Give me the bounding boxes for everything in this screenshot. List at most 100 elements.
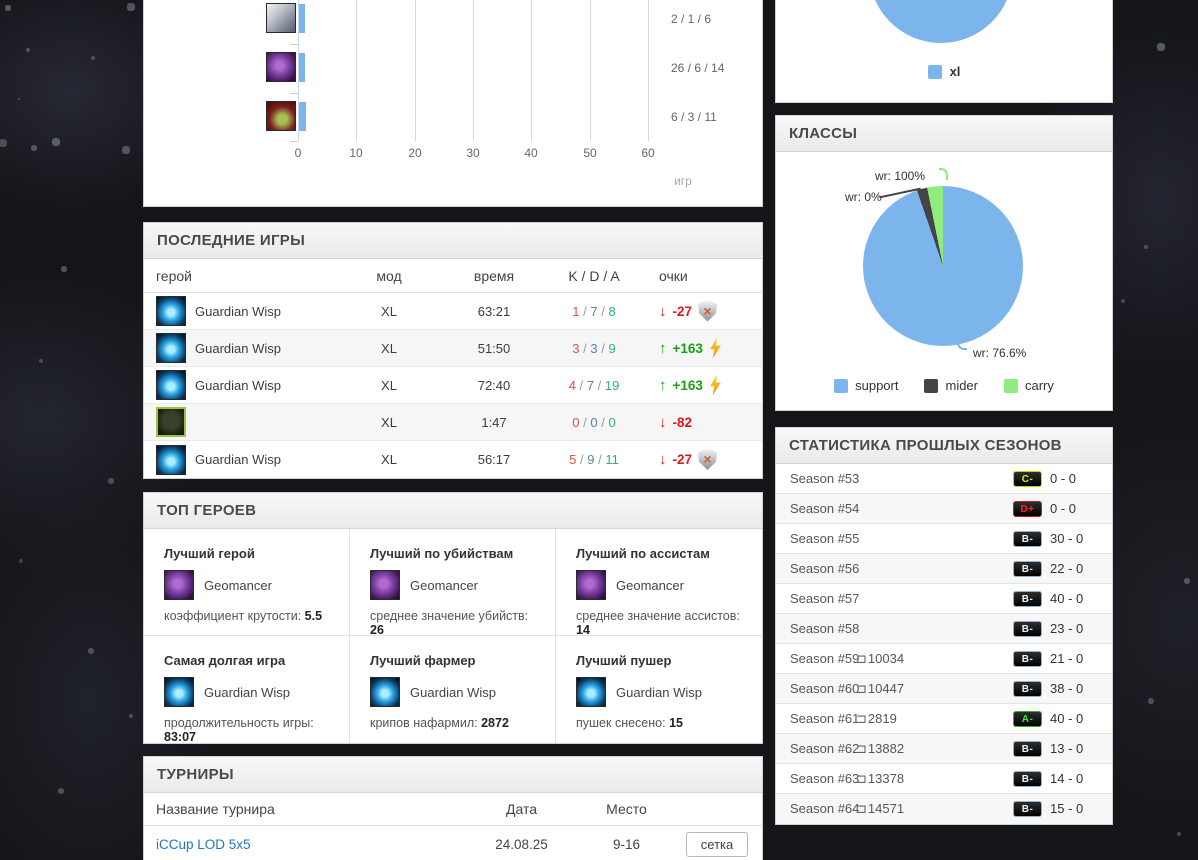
cell-stat: крипов нафармил: 2872 <box>370 716 509 730</box>
top-heroes-grid: Лучший герой Geomancer коэффициент круто… <box>144 529 762 744</box>
recent-games-header-row: герой мод время K / D / A очки <box>144 259 762 293</box>
game-time: 72:40 <box>477 377 511 393</box>
season-points: ⊐10034 <box>856 651 905 667</box>
gridline <box>356 0 357 141</box>
game-mod: XL <box>381 340 397 356</box>
hero-name: Guardian Wisp <box>195 452 281 467</box>
game-kda: 5 / 9 / 11 <box>569 452 619 467</box>
points-delta: -27 <box>672 452 693 467</box>
recent-games-title: ПОСЛЕДНИЕ ИГРЫ <box>144 223 762 259</box>
season-score: 40 - 0 <box>1050 591 1084 606</box>
classes-panel: КЛАССЫ wr: 100% wr: 0% wr: 76.6% support… <box>775 115 1113 411</box>
hero-icon-unknown <box>156 407 186 437</box>
points-glyph-icon: ⊐ <box>856 742 867 757</box>
season-label: Season #60 <box>790 681 860 696</box>
hero-icon-guardian-wisp <box>370 677 400 707</box>
season-points: ⊐13882 <box>856 741 905 757</box>
game-kda: 4 / 7 / 19 <box>568 377 620 393</box>
hero-name: Guardian Wisp <box>204 684 290 700</box>
cell-title: Лучший по убийствам <box>370 546 514 561</box>
classes-title: КЛАССЫ <box>776 116 1112 152</box>
game-time: 63:21 <box>477 303 511 319</box>
season-score: 30 - 0 <box>1050 531 1084 546</box>
hero-icon-guardian-wisp <box>156 444 186 475</box>
season-row: Season #62 ⊐13882 B- 13 - 0 <box>776 734 1112 764</box>
rank-badge: B- <box>1013 651 1042 667</box>
gridline <box>648 0 649 141</box>
points-delta: -27 <box>672 303 693 319</box>
rank-badge: B- <box>1013 621 1042 637</box>
season-score: 38 - 0 <box>1050 681 1084 696</box>
gridline <box>473 0 474 141</box>
col-kda: K / D / A <box>568 267 620 284</box>
season-score: 22 - 0 <box>1050 561 1084 576</box>
left-column: Priestess of the Moon 2 / 1 / 6 Geomance… <box>143 0 763 860</box>
hero-icon-guardian-wisp <box>156 296 186 326</box>
game-kda: 3 / 3 / 9 <box>572 340 616 356</box>
tournaments-panel: ТУРНИРЫ Название турнира Дата Место iCCu… <box>143 756 763 860</box>
category-tick <box>290 44 298 45</box>
season-points: ⊐2819 <box>856 711 897 727</box>
best-pusher-cell: Лучший пушер Guardian Wisp пушек снесено… <box>556 636 762 743</box>
x-tick: 20 <box>408 146 422 160</box>
game-time: 1:47 <box>481 414 507 430</box>
points-glyph-icon: ⊐ <box>856 772 867 787</box>
mode-legend: xl <box>776 64 1112 79</box>
legend-swatch-xl <box>927 64 942 79</box>
points-delta: -82 <box>672 414 693 430</box>
game-mod: XL <box>381 452 397 467</box>
points-glyph-icon: ⊐ <box>856 802 867 817</box>
game-row: Guardian Wisp XL 56:17 5 / 9 / 11 ↓ -27 × <box>144 441 762 478</box>
season-score: 0 - 0 <box>1050 501 1077 516</box>
season-row: Season #56 B- 22 - 0 <box>776 554 1112 584</box>
winrate-label-mider: wr: 0% <box>845 190 882 204</box>
season-row: Season #54 D+ 0 - 0 <box>776 494 1112 524</box>
hero-icon-tinker <box>266 101 296 131</box>
chart-y-axis <box>298 0 299 141</box>
hero-name: Guardian Wisp <box>410 684 496 700</box>
legend-swatch-mider <box>924 378 939 393</box>
cell-stat: среднее значение ассистов: 14 <box>576 609 740 637</box>
hero-icon-geomancer <box>370 570 400 600</box>
best-hero-cell: Лучший герой Geomancer коэффициент круто… <box>144 529 350 636</box>
tournament-row: iCCup LOD 5x5 24.08.25 9-16 сетка <box>144 826 762 860</box>
season-row: Season #57 B- 40 - 0 <box>776 584 1112 614</box>
tournaments-header-row: Название турнира Дата Место <box>144 793 762 826</box>
season-label: Season #58 <box>790 621 860 636</box>
rank-badge: B- <box>1013 591 1042 607</box>
rank-badge: A- <box>1013 711 1042 727</box>
game-time: 56:17 <box>477 452 511 467</box>
season-points: ⊐14571 <box>856 801 905 817</box>
season-row: Season #55 B- 30 - 0 <box>776 524 1112 554</box>
rank-badge: D+ <box>1013 501 1042 517</box>
legend-label-mider: mider <box>945 378 978 393</box>
hero-icon-geomancer <box>576 570 606 600</box>
kda-value: 26 / 6 / 14 <box>671 61 725 75</box>
x-tick: 30 <box>466 146 480 160</box>
season-score: 13 - 0 <box>1050 741 1084 756</box>
tournament-link[interactable]: iCCup LOD 5x5 <box>156 837 251 852</box>
cell-stat: пушек снесено: 15 <box>576 716 683 730</box>
hero-icon-guardian-wisp <box>164 677 194 707</box>
cell-title: Лучший пушер <box>576 653 672 668</box>
hero-name: Geomancer <box>204 577 272 593</box>
gridline <box>531 0 532 141</box>
season-score: 15 - 0 <box>1050 801 1084 816</box>
cell-title: Лучший по ассистам <box>576 546 710 561</box>
classes-legend: support mider carry <box>776 378 1112 393</box>
col-place: Место <box>606 801 647 817</box>
hero-name: Geomancer <box>410 577 478 593</box>
x-axis-label: игр <box>674 174 692 188</box>
winrate-label-support: wr: 76.6% <box>973 346 1027 360</box>
season-label: Season #53 <box>790 471 860 486</box>
cell-stat: коэффициент крутости: 5.5 <box>164 609 323 623</box>
bar-geomancer <box>299 53 305 82</box>
connector-line <box>957 338 967 350</box>
rank-badge: B- <box>1013 531 1042 547</box>
points-delta: +163 <box>672 377 703 393</box>
broken-shield-icon: × <box>698 300 718 322</box>
hero-icon-guardian-wisp <box>576 677 606 707</box>
season-label: Season #64 <box>790 801 860 816</box>
season-points: ⊐13378 <box>856 771 905 787</box>
bracket-button[interactable]: сетка <box>686 832 748 857</box>
